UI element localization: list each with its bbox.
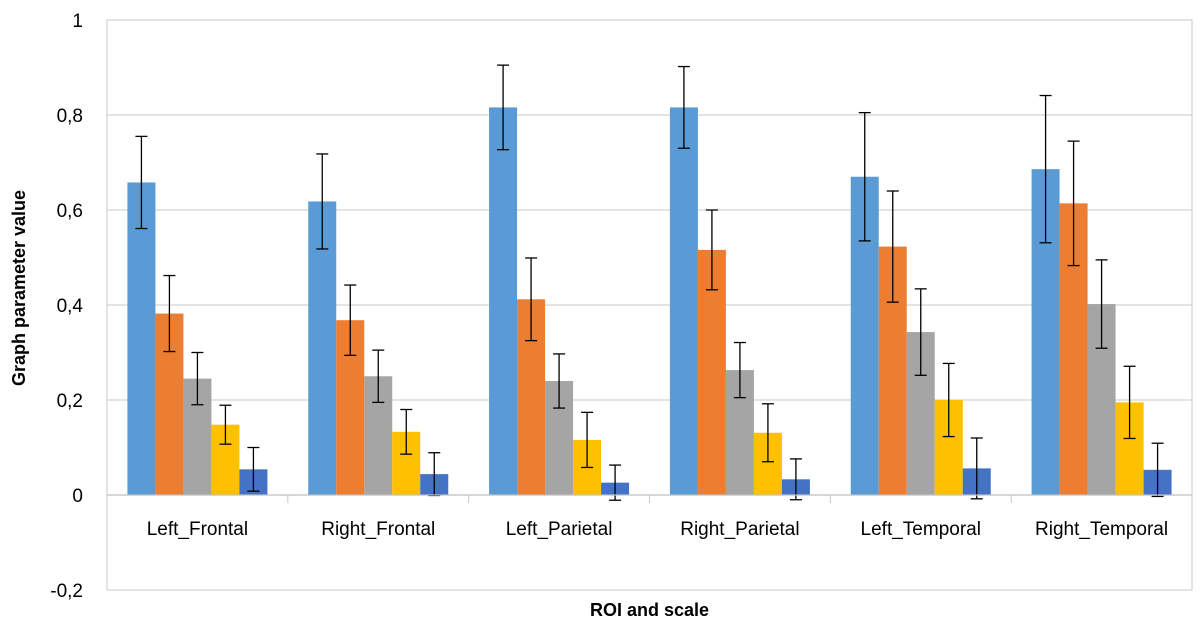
- x-category-label: Right_Parietal: [680, 519, 799, 540]
- y-tick-label: 0,2: [57, 391, 83, 412]
- x-category-label: Left_Parietal: [506, 519, 613, 540]
- bars: [127, 107, 1172, 496]
- x-axis-title: ROI and scale: [590, 600, 709, 620]
- y-tick-label: 0,8: [57, 106, 83, 127]
- bar: [489, 107, 518, 496]
- bar: [697, 249, 726, 495]
- y-tick-label: 0,6: [57, 201, 83, 222]
- bar: [308, 201, 337, 495]
- plot-area-border: [106, 19, 1193, 591]
- y-tick-label: -0,2: [50, 581, 83, 602]
- y-axis-title: Graph parameter value: [9, 190, 29, 386]
- y-tick-label: 0,4: [57, 296, 84, 317]
- x-category-label: Left_Temporal: [861, 519, 981, 540]
- y-tick-label: 0: [72, 486, 83, 507]
- axes: [107, 494, 1192, 503]
- gridlines: [106, 19, 1193, 591]
- bar: [669, 107, 698, 496]
- x-category-label: Right_Temporal: [1035, 519, 1168, 540]
- error-bars: [135, 64, 1164, 501]
- x-category-label: Left_Frontal: [147, 519, 248, 540]
- x-category-label: Right_Frontal: [321, 519, 435, 540]
- bar: [127, 182, 156, 495]
- labels: -0,2 0 0,2 0,4 0,6 0,8 1 Left_Frontal Right_Fron…: [50, 11, 1168, 602]
- y-tick-label: 1: [72, 11, 83, 32]
